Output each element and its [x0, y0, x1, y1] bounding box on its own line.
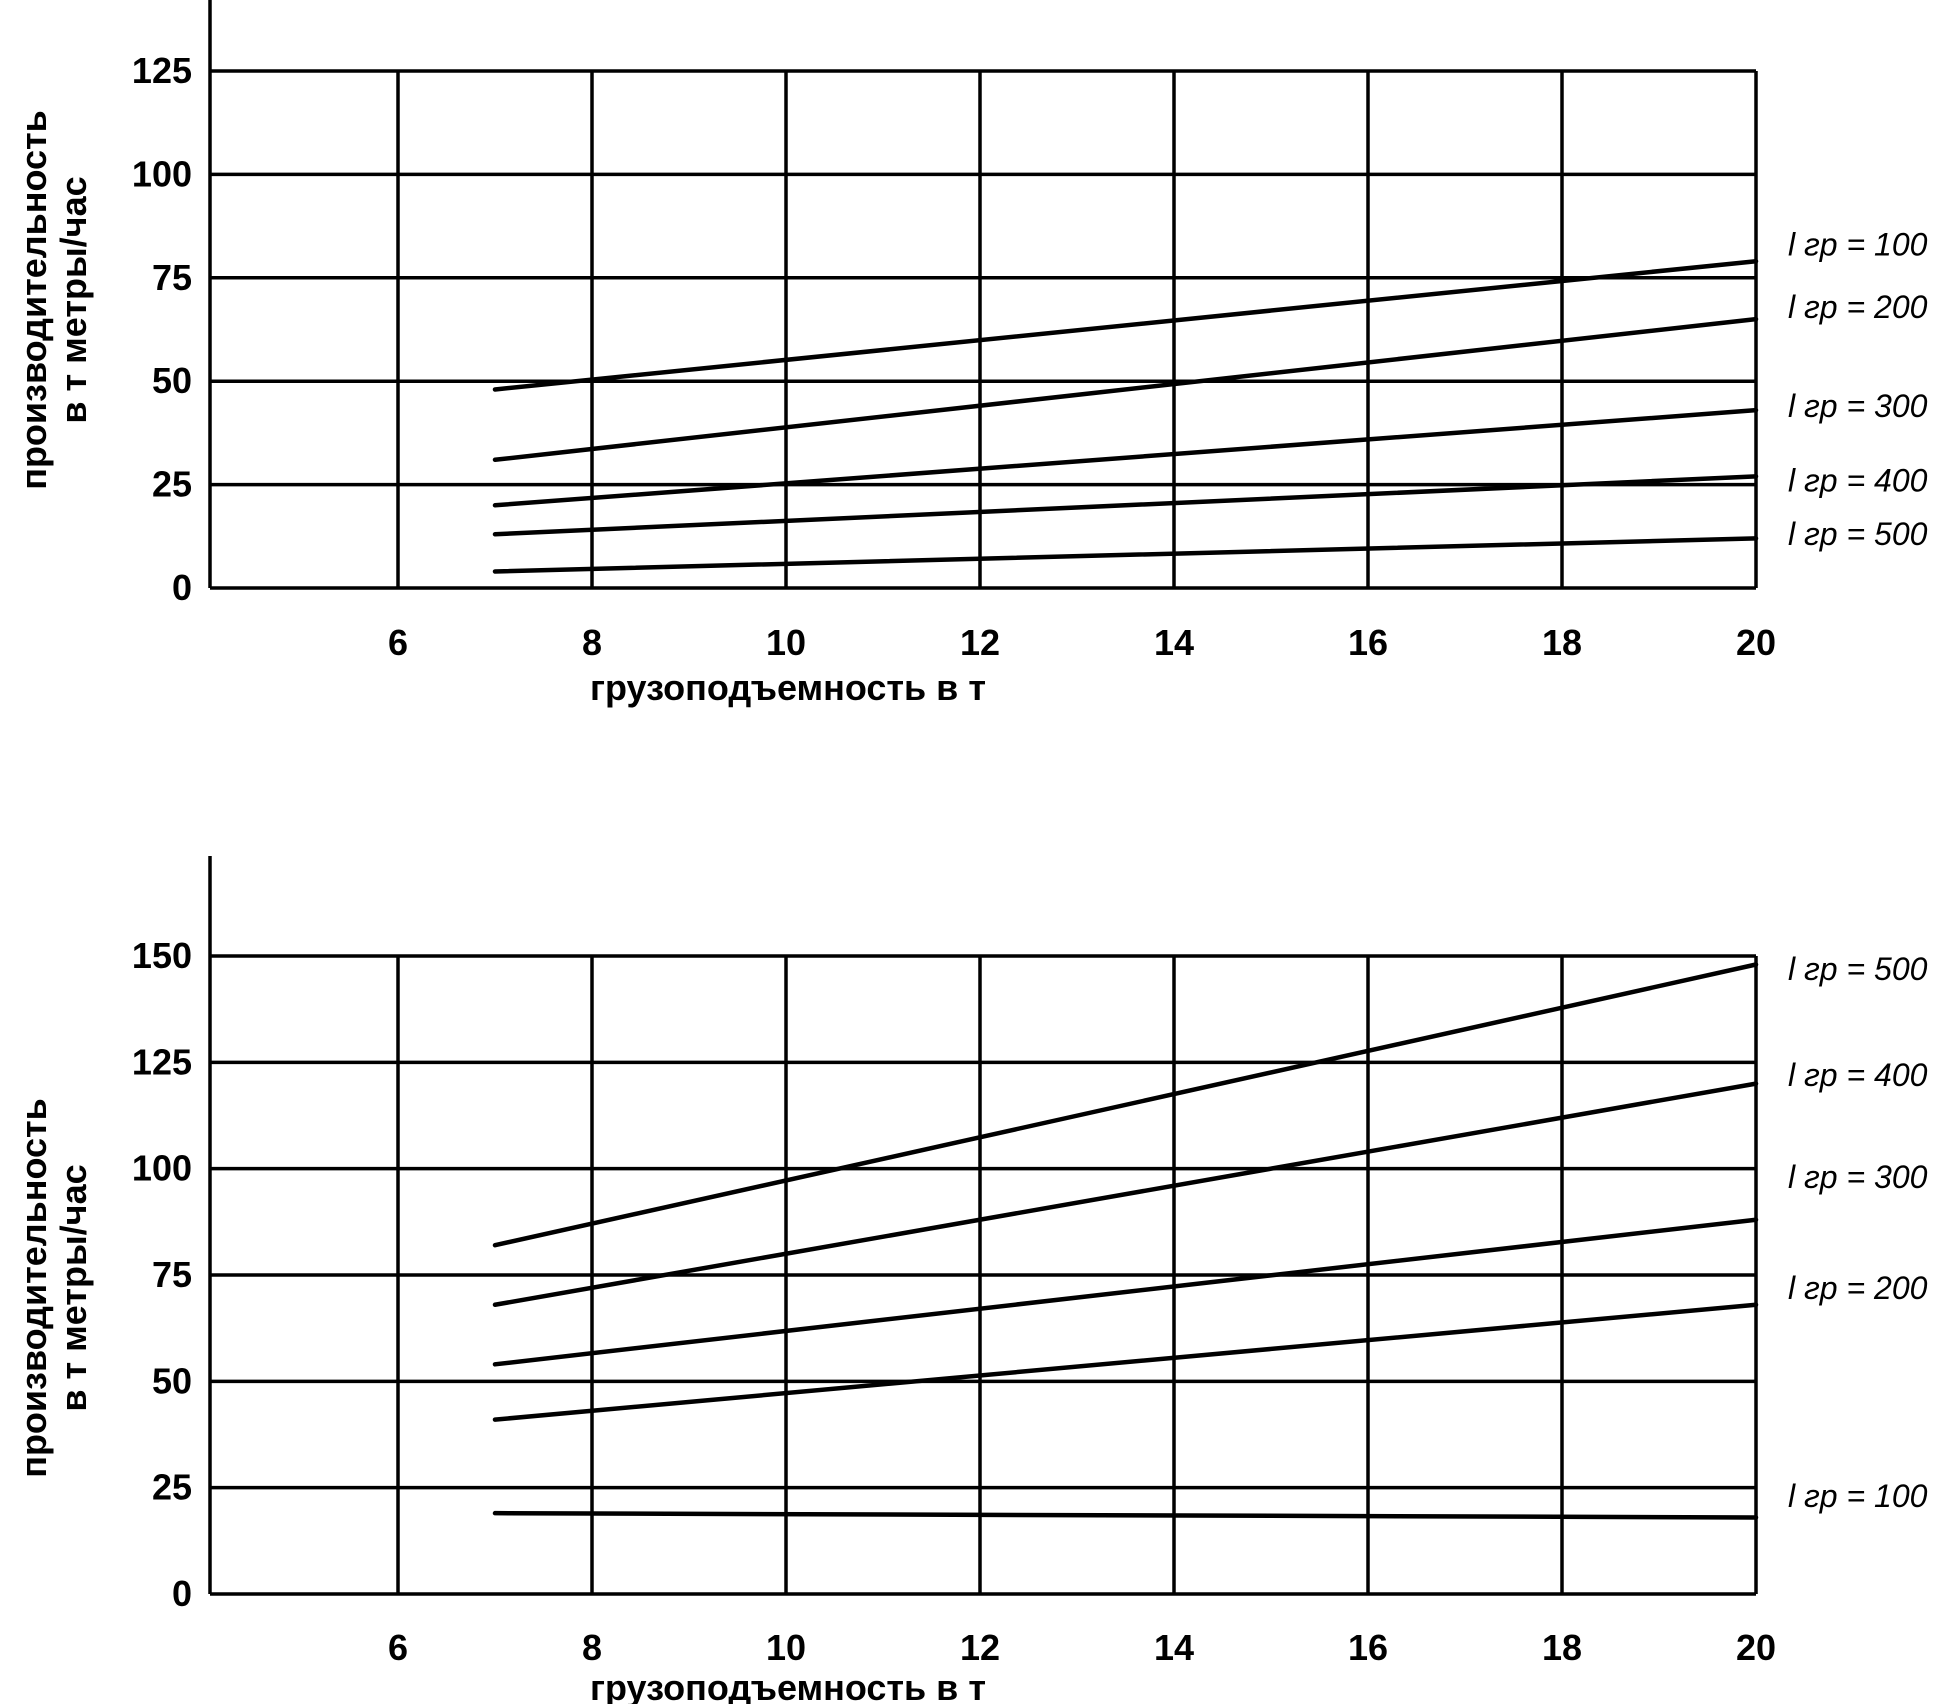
series-label: l гр = 500: [1788, 951, 1928, 987]
x-tick-label: 10: [766, 1627, 806, 1668]
x-tick-label: 10: [766, 622, 806, 663]
x-tick-label: 6: [388, 1627, 408, 1668]
x-tick-label: 12: [960, 1627, 1000, 1668]
x-axis-title: грузоподъемность в т: [590, 1667, 986, 1704]
series-label: l гр = 400: [1788, 462, 1928, 498]
x-tick-label: 14: [1154, 622, 1194, 663]
series-label: l гр = 500: [1788, 516, 1928, 552]
y-tick-label: 50: [152, 1360, 192, 1401]
y-tick-label: 0: [172, 567, 192, 608]
x-tick-label: 20: [1736, 1627, 1776, 1668]
x-tick-label: 16: [1348, 1627, 1388, 1668]
series-line: [492, 536, 1759, 574]
series-label: l гр = 300: [1788, 1159, 1928, 1195]
series-line: [492, 962, 1759, 1248]
x-axis-title: грузоподъемность в т: [590, 667, 986, 708]
series-label: l гр = 100: [1788, 1478, 1928, 1514]
x-tick-label: 18: [1542, 1627, 1582, 1668]
y-tick-label: 75: [152, 1254, 192, 1295]
y-axis-title-line: в т метры/час: [53, 176, 94, 423]
y-tick-label: 100: [132, 153, 192, 194]
y-tick-label: 150: [132, 935, 192, 976]
y-tick-label: 0: [172, 1573, 192, 1614]
series-line: [492, 1302, 1759, 1422]
series-label: l гр = 200: [1788, 1270, 1928, 1306]
y-tick-label: 100: [132, 1148, 192, 1189]
x-tick-label: 6: [388, 622, 408, 663]
x-tick-label: 14: [1154, 1627, 1194, 1668]
y-axis-title-line: в т метры/час: [53, 1164, 94, 1411]
x-tick-label: 20: [1736, 622, 1776, 663]
series-line: [492, 1510, 1759, 1520]
y-tick-label: 50: [152, 360, 192, 401]
y-tick-label: 125: [132, 1041, 192, 1082]
series-label: l гр = 300: [1788, 388, 1928, 424]
y-tick-label: 75: [152, 257, 192, 298]
series-label: l гр = 400: [1788, 1057, 1928, 1093]
x-tick-label: 12: [960, 622, 1000, 663]
series-line: [492, 474, 1759, 537]
x-tick-label: 8: [582, 622, 602, 663]
series-line: [492, 259, 1759, 392]
x-tick-label: 18: [1542, 622, 1582, 663]
series-label: l гр = 200: [1788, 289, 1928, 325]
x-tick-label: 8: [582, 1627, 602, 1668]
series-line: [492, 1217, 1759, 1367]
y-tick-label: 25: [152, 464, 192, 505]
series-line: [492, 316, 1759, 463]
series-label: l гр = 100: [1788, 227, 1928, 263]
chart-top: 0 25 50 75 100 125 6 8 10 12 14 16 18 20 грузоподъемно…: [13, 0, 1928, 708]
y-axis-title-line: производительность: [13, 110, 54, 490]
chart-bottom: 0 25 50 75 100 125 150 6 8 10 12 14 16 18 20 грузоподъе…: [13, 856, 1928, 1704]
series-line: [492, 1081, 1759, 1308]
series-line: [492, 407, 1759, 508]
y-tick-label: 25: [152, 1467, 192, 1508]
y-axis-title-line: производительность: [13, 1098, 54, 1478]
y-tick-label: 125: [132, 50, 192, 91]
x-tick-label: 16: [1348, 622, 1388, 663]
